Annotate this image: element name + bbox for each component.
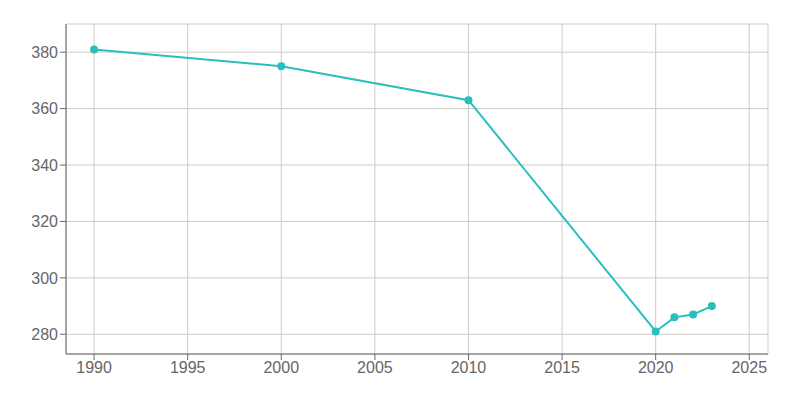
svg-text:340: 340 bbox=[31, 157, 58, 174]
svg-text:300: 300 bbox=[31, 270, 58, 287]
svg-text:2000: 2000 bbox=[263, 359, 299, 376]
svg-text:2005: 2005 bbox=[357, 359, 393, 376]
svg-text:2010: 2010 bbox=[451, 359, 487, 376]
svg-text:1990: 1990 bbox=[76, 359, 112, 376]
svg-text:280: 280 bbox=[31, 326, 58, 343]
svg-text:2020: 2020 bbox=[638, 359, 674, 376]
svg-text:320: 320 bbox=[31, 213, 58, 230]
svg-text:2015: 2015 bbox=[544, 359, 580, 376]
svg-text:380: 380 bbox=[31, 44, 58, 61]
svg-text:360: 360 bbox=[31, 100, 58, 117]
svg-text:1995: 1995 bbox=[170, 359, 206, 376]
svg-text:2025: 2025 bbox=[731, 359, 767, 376]
